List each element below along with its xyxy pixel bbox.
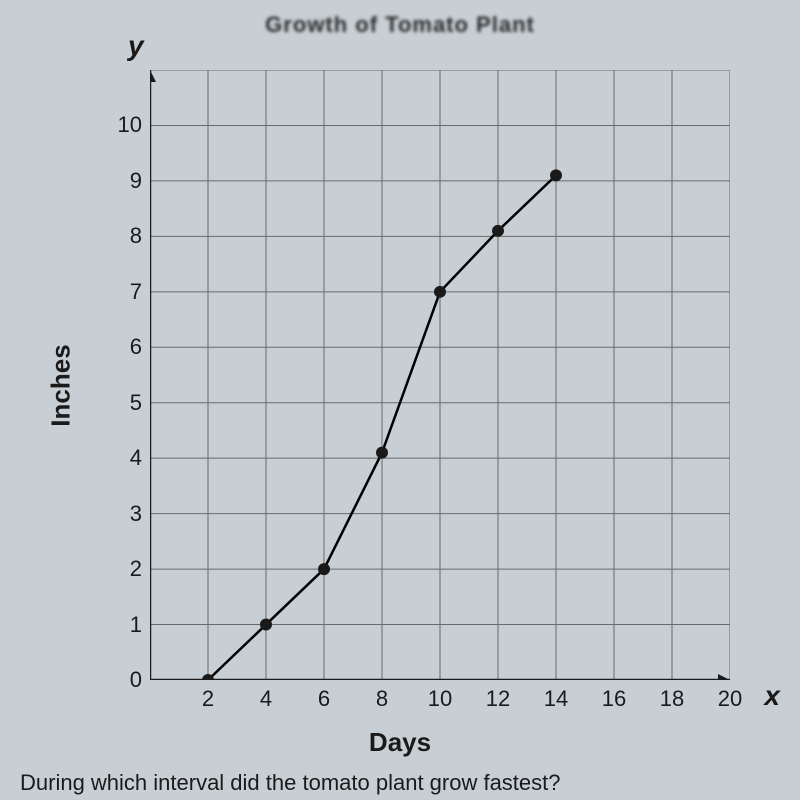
x-tick-12: 12 — [486, 686, 510, 712]
x-tick-8: 8 — [376, 686, 388, 712]
y-tick-0: 0 — [130, 667, 142, 693]
y-axis-title: Inches — [46, 344, 77, 426]
question-text: During which interval did the tomato pla… — [20, 770, 561, 796]
x-tick-18: 18 — [660, 686, 684, 712]
x-tick-14: 14 — [544, 686, 568, 712]
plot-area: 0123456789102468101214161820 — [150, 70, 730, 680]
y-tick-8: 8 — [130, 223, 142, 249]
y-tick-6: 6 — [130, 334, 142, 360]
y-tick-4: 4 — [130, 445, 142, 471]
y-axis-label: y — [128, 30, 144, 62]
x-tick-2: 2 — [202, 686, 214, 712]
y-tick-10: 10 — [118, 112, 142, 138]
x-tick-20: 20 — [718, 686, 742, 712]
x-axis-label: x — [764, 680, 780, 712]
chart-svg — [150, 70, 730, 680]
y-tick-3: 3 — [130, 501, 142, 527]
x-tick-10: 10 — [428, 686, 452, 712]
y-tick-9: 9 — [130, 168, 142, 194]
y-tick-7: 7 — [130, 279, 142, 305]
x-tick-16: 16 — [602, 686, 626, 712]
x-axis-title: Days — [369, 727, 431, 758]
x-tick-4: 4 — [260, 686, 272, 712]
chart-container: y x Inches Days 012345678910246810121416… — [40, 30, 760, 750]
y-tick-1: 1 — [130, 612, 142, 638]
y-tick-5: 5 — [130, 390, 142, 416]
x-tick-6: 6 — [318, 686, 330, 712]
y-tick-2: 2 — [130, 556, 142, 582]
